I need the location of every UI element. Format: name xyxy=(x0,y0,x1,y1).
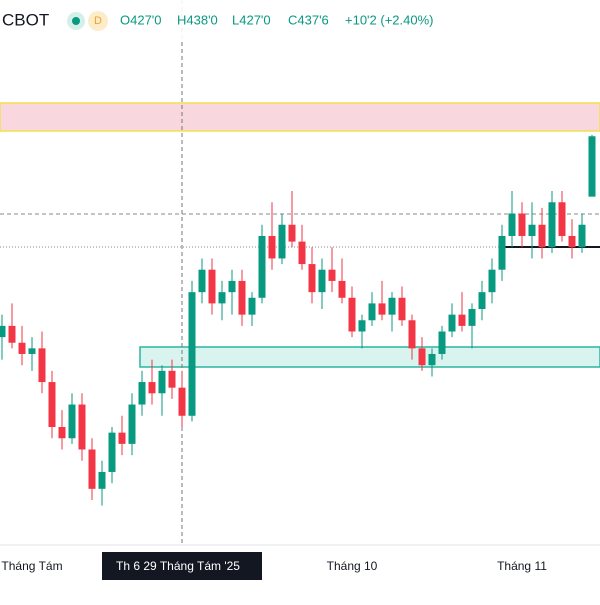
candle-body xyxy=(408,320,416,349)
interval-badge xyxy=(88,11,108,31)
candle-body xyxy=(418,348,426,366)
x-tick-label: Tháng 10 xyxy=(327,559,378,573)
candle-body xyxy=(248,297,256,315)
low: L427'0 xyxy=(232,12,271,27)
interval: D xyxy=(94,15,102,27)
candle-body xyxy=(278,224,286,259)
candle-body xyxy=(348,297,356,332)
candle-body xyxy=(158,370,166,394)
candle-body xyxy=(468,309,476,326)
high: H438'0 xyxy=(177,12,218,27)
candle-body xyxy=(358,320,366,332)
candle-body xyxy=(328,269,336,281)
resistance-zone xyxy=(0,102,600,132)
candle-body xyxy=(118,432,126,444)
candle-body xyxy=(298,241,306,265)
candle-body xyxy=(28,348,36,354)
close: C437'6 xyxy=(288,12,329,27)
crosshair-label: Th 6 29 Tháng Tám '25 xyxy=(116,559,240,573)
candle-body xyxy=(18,342,26,354)
candle-body xyxy=(0,325,6,338)
candle-body xyxy=(568,235,576,248)
candle-body xyxy=(8,325,16,343)
candle-body xyxy=(528,224,536,236)
candle-body xyxy=(588,136,596,197)
candle-body xyxy=(128,404,136,444)
candle-body xyxy=(318,269,326,293)
candle-body xyxy=(368,303,376,321)
candle-body xyxy=(98,471,106,489)
candle-body xyxy=(548,202,556,248)
x-tick-label: Tháng Tám xyxy=(1,559,62,573)
candle-body xyxy=(48,382,56,428)
candle-body xyxy=(498,235,506,270)
candle-body xyxy=(488,269,496,293)
candle-body xyxy=(538,224,546,248)
candle-body xyxy=(578,224,586,248)
support-zone xyxy=(139,346,600,368)
candle-body xyxy=(458,314,466,326)
candle-body xyxy=(88,449,96,489)
candle-body xyxy=(258,235,266,298)
candle-body xyxy=(398,297,406,321)
candle-body xyxy=(308,264,316,293)
candle-body xyxy=(148,382,156,394)
candle-body xyxy=(198,269,206,293)
candle-body xyxy=(428,353,436,366)
candle-body xyxy=(38,348,46,383)
candle-body xyxy=(238,280,246,315)
symbol: CBOT xyxy=(2,10,49,29)
candle-body xyxy=(378,303,386,315)
time-axis xyxy=(0,545,600,600)
candle-body xyxy=(168,370,176,388)
candle-body xyxy=(478,292,486,310)
candle-body xyxy=(58,427,66,439)
candle-body xyxy=(288,224,296,242)
candle-body xyxy=(68,404,76,439)
candle-body xyxy=(338,280,346,298)
candle-body xyxy=(208,269,216,304)
status-dot xyxy=(72,17,80,25)
candle-body xyxy=(508,213,516,236)
candle-body xyxy=(228,280,236,293)
x-tick-label: Tháng 11 xyxy=(497,559,547,573)
open: O427'0 xyxy=(120,12,162,27)
candle-body xyxy=(438,331,446,354)
candle-body xyxy=(138,382,146,405)
candle-body xyxy=(78,404,86,450)
candle-body xyxy=(448,314,456,332)
candle-body xyxy=(218,292,226,304)
candle-body xyxy=(188,292,196,416)
candle-body xyxy=(518,213,526,236)
crosshair-label-bg xyxy=(102,552,262,580)
candle-body xyxy=(178,387,186,416)
candle-body xyxy=(558,202,566,236)
candle-body xyxy=(268,235,276,259)
candle-body xyxy=(108,432,116,472)
candle-body xyxy=(388,297,396,315)
change: +10'2 (+2.40%) xyxy=(345,12,434,27)
